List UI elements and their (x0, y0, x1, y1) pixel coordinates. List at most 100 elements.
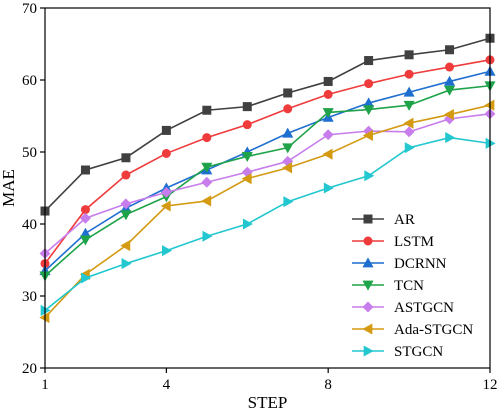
data-point (403, 86, 415, 97)
data-point (322, 108, 334, 119)
legend-label: STGCN (394, 344, 443, 360)
data-point (363, 105, 375, 116)
data-point (80, 205, 90, 215)
series-tcn (39, 81, 496, 282)
series-line (44, 70, 491, 272)
data-point (161, 148, 171, 158)
legend-marker (363, 236, 373, 246)
data-point (445, 132, 456, 144)
x-tick-label: 12 (483, 377, 498, 393)
data-point (120, 198, 132, 210)
y-axis-title: MAE (0, 169, 18, 207)
x-axis-title: STEP (248, 393, 288, 412)
series-ar (40, 33, 495, 216)
legend-entry: STGCN (352, 344, 443, 360)
data-point (201, 176, 213, 188)
data-point (79, 212, 91, 224)
legend-marker (362, 280, 374, 291)
legend-entry: Ada-STGCN (352, 322, 473, 338)
data-point (443, 75, 456, 86)
legend-entry: ASTGCN (352, 300, 454, 316)
data-point (443, 85, 456, 96)
series-ada-stgcn (39, 99, 495, 324)
data-point (403, 100, 415, 111)
data-point (283, 88, 293, 98)
series-line (44, 104, 491, 319)
legend-label: AR (394, 212, 415, 228)
series-lstm (40, 55, 495, 269)
data-point (202, 230, 213, 242)
data-point (443, 109, 454, 121)
data-point (322, 148, 333, 160)
data-point (323, 89, 333, 99)
data-point (202, 133, 212, 143)
data-point (404, 69, 414, 79)
data-point (445, 62, 455, 72)
legend-entry: DCRNN (352, 256, 447, 272)
data-point (403, 117, 414, 129)
x-tick-label: 1 (41, 377, 49, 393)
data-point (322, 129, 334, 141)
series-line (44, 136, 491, 312)
data-point (445, 45, 455, 55)
legend-label: Ada-STGCN (394, 322, 473, 338)
legend-entry: LSTM (352, 234, 434, 250)
data-point (160, 200, 171, 212)
legend-label: DCRNN (394, 256, 447, 272)
data-point (162, 245, 173, 257)
y-tick-label: 70 (22, 1, 37, 17)
series-line (44, 37, 491, 212)
axis-ticks: 1 4 8 12 20 30 40 50 60 70 (22, 1, 498, 393)
data-point (242, 218, 253, 230)
data-point (161, 125, 171, 135)
x-tick-label: 4 (163, 377, 171, 393)
data-point (242, 102, 252, 112)
data-point (241, 151, 253, 162)
series-line (44, 59, 491, 265)
data-point (364, 170, 375, 182)
data-point (121, 170, 131, 180)
data-point (364, 56, 374, 66)
data-point (120, 210, 132, 221)
data-point (79, 235, 92, 246)
data-point (160, 186, 172, 198)
data-point (323, 182, 334, 194)
plot-frame (44, 7, 491, 369)
legend-label: ASTGCN (394, 300, 454, 316)
plot-area (39, 33, 496, 324)
legend-label: TCN (394, 278, 424, 294)
legend-marker (362, 301, 374, 313)
data-point (121, 258, 132, 270)
data-point (282, 127, 294, 138)
y-tick-label: 30 (22, 289, 37, 305)
data-point (202, 105, 212, 115)
data-point (282, 162, 293, 174)
series-stgcn (40, 132, 496, 316)
legend-marker (362, 323, 373, 335)
data-point (323, 76, 333, 86)
y-tick-label: 40 (22, 217, 37, 233)
legend-label: LSTM (394, 234, 434, 250)
data-point (403, 126, 415, 138)
data-point (201, 195, 212, 207)
legend-marker (362, 257, 374, 268)
y-tick-label: 50 (22, 145, 37, 161)
data-point (283, 104, 293, 114)
x-tick-label: 8 (324, 377, 332, 393)
y-tick-label: 20 (22, 361, 37, 377)
legend-entry: AR (352, 212, 415, 228)
data-point (404, 50, 414, 60)
data-point (201, 162, 213, 173)
data-point (242, 120, 252, 130)
legend-entry: TCN (352, 278, 424, 294)
data-point (80, 165, 90, 175)
legend-marker (363, 345, 374, 357)
data-point (364, 79, 374, 89)
data-point (404, 142, 415, 154)
series-line (44, 113, 491, 255)
data-point (362, 129, 373, 141)
y-tick-label: 60 (22, 73, 37, 89)
legend: AR LSTM DCRNN TCN ASTGCN Ada-STGCN STGCN (352, 212, 473, 360)
data-point (120, 240, 131, 252)
